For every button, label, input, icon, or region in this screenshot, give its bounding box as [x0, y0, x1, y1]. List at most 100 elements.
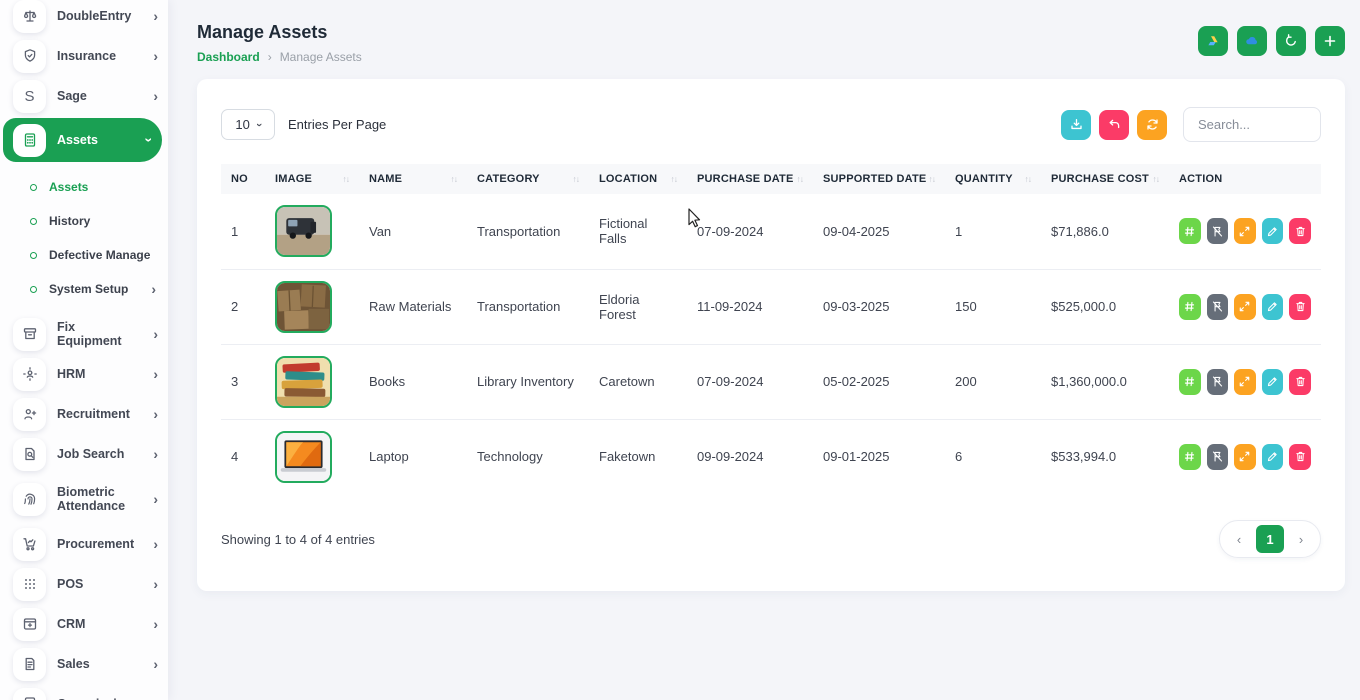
onedrive-button[interactable]: [1237, 26, 1267, 56]
row-purchase-cost: $533,994.0: [1051, 449, 1117, 465]
sidebar-item-procurement[interactable]: Procurement ›: [0, 524, 168, 564]
entries-per-page-select[interactable]: 10 ›: [221, 109, 275, 140]
row-name: Laptop: [369, 449, 409, 465]
sidebar-item-commission[interactable]: Commission ›: [0, 684, 168, 700]
fingerprint-icon: [13, 482, 46, 516]
unlink-scan-button[interactable]: [1206, 293, 1229, 320]
sidebar-item-hrm[interactable]: HRM ›: [0, 354, 168, 394]
expand-icon: [1238, 450, 1251, 463]
submenu-item-system-setup[interactable]: System Setup ›: [0, 272, 168, 306]
page-title: Manage Assets: [197, 22, 328, 42]
table-row: 2: [221, 269, 1321, 344]
asset-thumbnail-van[interactable]: [275, 205, 332, 258]
row-category: Transportation: [477, 299, 561, 314]
sidebar-item-sales[interactable]: Sales ›: [0, 644, 168, 684]
edit-button[interactable]: [1261, 443, 1284, 470]
sidebar-item-biometric-attendance[interactable]: Biometric Attendance ›: [0, 474, 168, 524]
barcode-button[interactable]: [1179, 293, 1201, 320]
edit-button[interactable]: [1261, 368, 1284, 395]
sort-icon[interactable]: ↑↓: [342, 174, 350, 184]
sidebar-item-crm[interactable]: CRM ›: [0, 604, 168, 644]
pagination-next-button[interactable]: ›: [1287, 525, 1315, 553]
archive-box-icon: [13, 317, 46, 351]
row-no: 3: [231, 374, 239, 389]
edit-button[interactable]: [1261, 218, 1284, 245]
delete-button[interactable]: [1289, 368, 1311, 395]
expand-icon: [1238, 375, 1251, 388]
expand-button[interactable]: [1234, 218, 1256, 245]
document-icon: [13, 647, 46, 681]
hash-icon: [1183, 225, 1196, 238]
sort-icon[interactable]: ↑↓: [670, 174, 678, 184]
unlink-scan-button[interactable]: [1206, 368, 1229, 395]
export-download-button[interactable]: [1061, 109, 1091, 140]
pagination-page-1-button[interactable]: 1: [1256, 525, 1284, 553]
google-drive-icon: [1205, 33, 1221, 49]
table-row: 1 Van Transportat: [221, 194, 1321, 269]
sidebar-item-label: Sales: [57, 656, 90, 671]
asset-thumbnail-boxes[interactable]: [275, 280, 332, 333]
sidebar-item-pos[interactable]: POS ›: [0, 564, 168, 604]
expand-button[interactable]: [1234, 443, 1256, 470]
submenu-item-history[interactable]: History: [0, 204, 168, 238]
sidebar-item-insurance[interactable]: Insurance ›: [0, 36, 168, 76]
restore-button[interactable]: [1276, 26, 1306, 56]
bullet-icon: [30, 251, 37, 259]
sort-icon[interactable]: ↑↓: [796, 174, 804, 184]
sidebar-item-recruitment[interactable]: Recruitment ›: [0, 394, 168, 434]
expand-button[interactable]: [1234, 368, 1256, 395]
assets-table: NO IMAGE ↑↓ NAME ↑↓ CATEGORY ↑↓ LOCATION ↑↓ …: [221, 164, 1321, 494]
asset-thumbnail-laptop[interactable]: [275, 430, 332, 483]
expand-button[interactable]: [1234, 293, 1256, 320]
breadcrumb-dashboard-link[interactable]: Dashboard: [197, 50, 260, 64]
sidebar-item-assets[interactable]: Assets ›: [3, 118, 162, 162]
undo-button[interactable]: [1099, 109, 1129, 140]
chevron-right-icon: ›: [153, 656, 158, 672]
sidebar-item-fix-equipment[interactable]: Fix Equipment ›: [0, 314, 168, 354]
chevron-down-icon: ›: [141, 137, 158, 143]
submenu-item-defective-manage[interactable]: Defective Manage: [0, 238, 168, 272]
edit-button[interactable]: [1261, 293, 1284, 320]
barcode-button[interactable]: [1179, 443, 1201, 470]
barcode-button[interactable]: [1179, 218, 1201, 245]
sort-icon[interactable]: ↑↓: [1024, 174, 1032, 184]
add-button[interactable]: [1315, 26, 1345, 56]
asset-thumbnail-books[interactable]: [275, 355, 332, 408]
assets-submenu: Assets History Defective Manage System S…: [0, 164, 168, 314]
delete-button[interactable]: [1289, 293, 1311, 320]
submenu-item-assets[interactable]: Assets: [0, 170, 168, 204]
delete-button[interactable]: [1289, 218, 1311, 245]
unlink-scan-button[interactable]: [1206, 443, 1229, 470]
sidebar-item-label: Biometric Attendance: [57, 484, 126, 513]
sidebar-item-doubleentry[interactable]: DoubleEntry ›: [0, 0, 168, 36]
sidebar-item-label: DoubleEntry: [57, 8, 132, 23]
cart-chart-icon: [13, 527, 46, 561]
refresh-icon: [1145, 117, 1160, 132]
search-input[interactable]: [1183, 107, 1321, 142]
chevron-right-icon: ›: [153, 8, 158, 24]
sort-icon[interactable]: ↑↓: [1152, 174, 1160, 184]
chevron-right-icon: ›: [153, 616, 158, 632]
row-supported-date: 09-01-2025: [823, 449, 890, 465]
row-name: Raw Materials: [369, 299, 452, 314]
barcode-button[interactable]: [1179, 368, 1201, 395]
row-purchase-date: 09-09-2024: [697, 449, 764, 465]
breadcrumb-current: Manage Assets: [279, 50, 362, 64]
delete-button[interactable]: [1289, 443, 1311, 470]
sort-icon[interactable]: ↑↓: [450, 174, 458, 184]
google-drive-button[interactable]: [1198, 26, 1228, 56]
row-quantity: 150: [955, 299, 977, 314]
pagination-prev-button[interactable]: ‹: [1225, 525, 1253, 553]
sidebar-item-sage[interactable]: S Sage ›: [0, 76, 168, 116]
window-plus-icon: [13, 607, 46, 641]
column-name: NAME: [369, 173, 403, 185]
refresh-button[interactable]: [1137, 109, 1167, 140]
sort-icon[interactable]: ↑↓: [928, 174, 936, 184]
pencil-icon: [1266, 300, 1279, 313]
sidebar-item-job-search[interactable]: Job Search ›: [0, 434, 168, 474]
column-location: LOCATION: [599, 173, 658, 185]
unlink-scan-button[interactable]: [1206, 218, 1229, 245]
sort-icon[interactable]: ↑↓: [572, 174, 580, 184]
bullet-icon: [30, 217, 37, 225]
row-location: Faketown: [599, 449, 656, 465]
